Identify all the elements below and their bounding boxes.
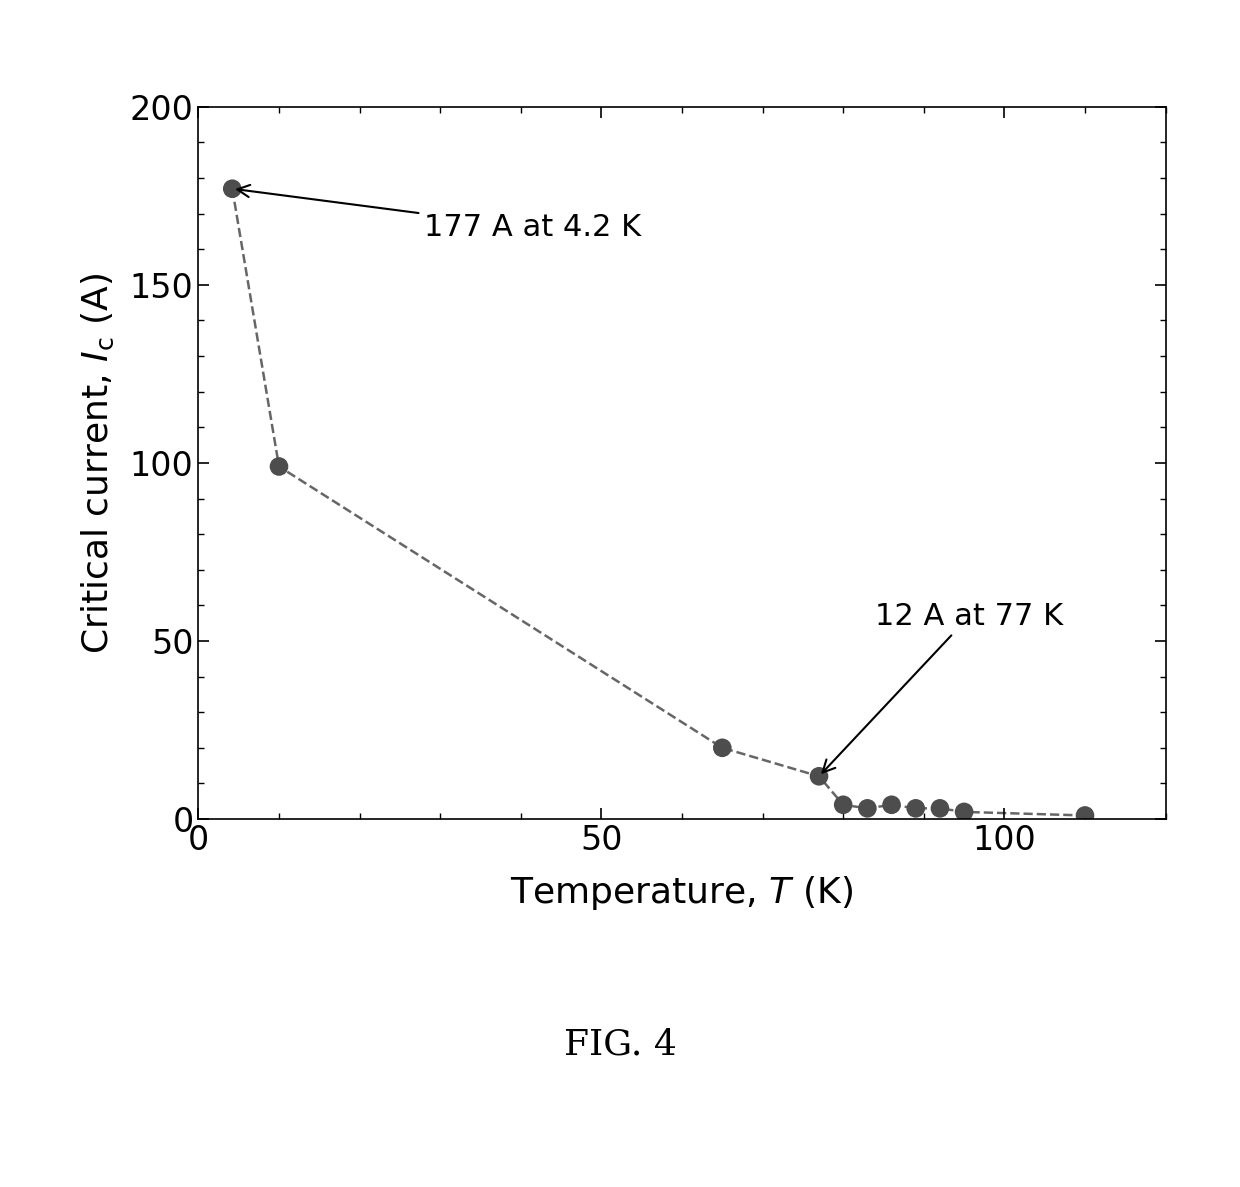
Point <box>1075 806 1095 825</box>
Point <box>808 767 828 786</box>
Point <box>712 738 732 757</box>
Point <box>222 179 242 198</box>
Y-axis label: Critical current, $\mathit{I}_{\mathrm{c}}$ (A): Critical current, $\mathit{I}_{\mathrm{c… <box>79 272 115 654</box>
Point <box>858 799 878 818</box>
Point <box>905 799 925 818</box>
Point <box>930 799 950 818</box>
Point <box>269 457 289 476</box>
Point <box>833 795 853 814</box>
Text: 177 A at 4.2 K: 177 A at 4.2 K <box>237 185 641 242</box>
X-axis label: Temperature, $\mathit{T}$ (K): Temperature, $\mathit{T}$ (K) <box>511 874 853 912</box>
Text: 12 A at 77 K: 12 A at 77 K <box>822 602 1064 773</box>
Text: FIG. 4: FIG. 4 <box>563 1028 677 1061</box>
Point <box>882 795 901 814</box>
Point <box>955 802 975 821</box>
